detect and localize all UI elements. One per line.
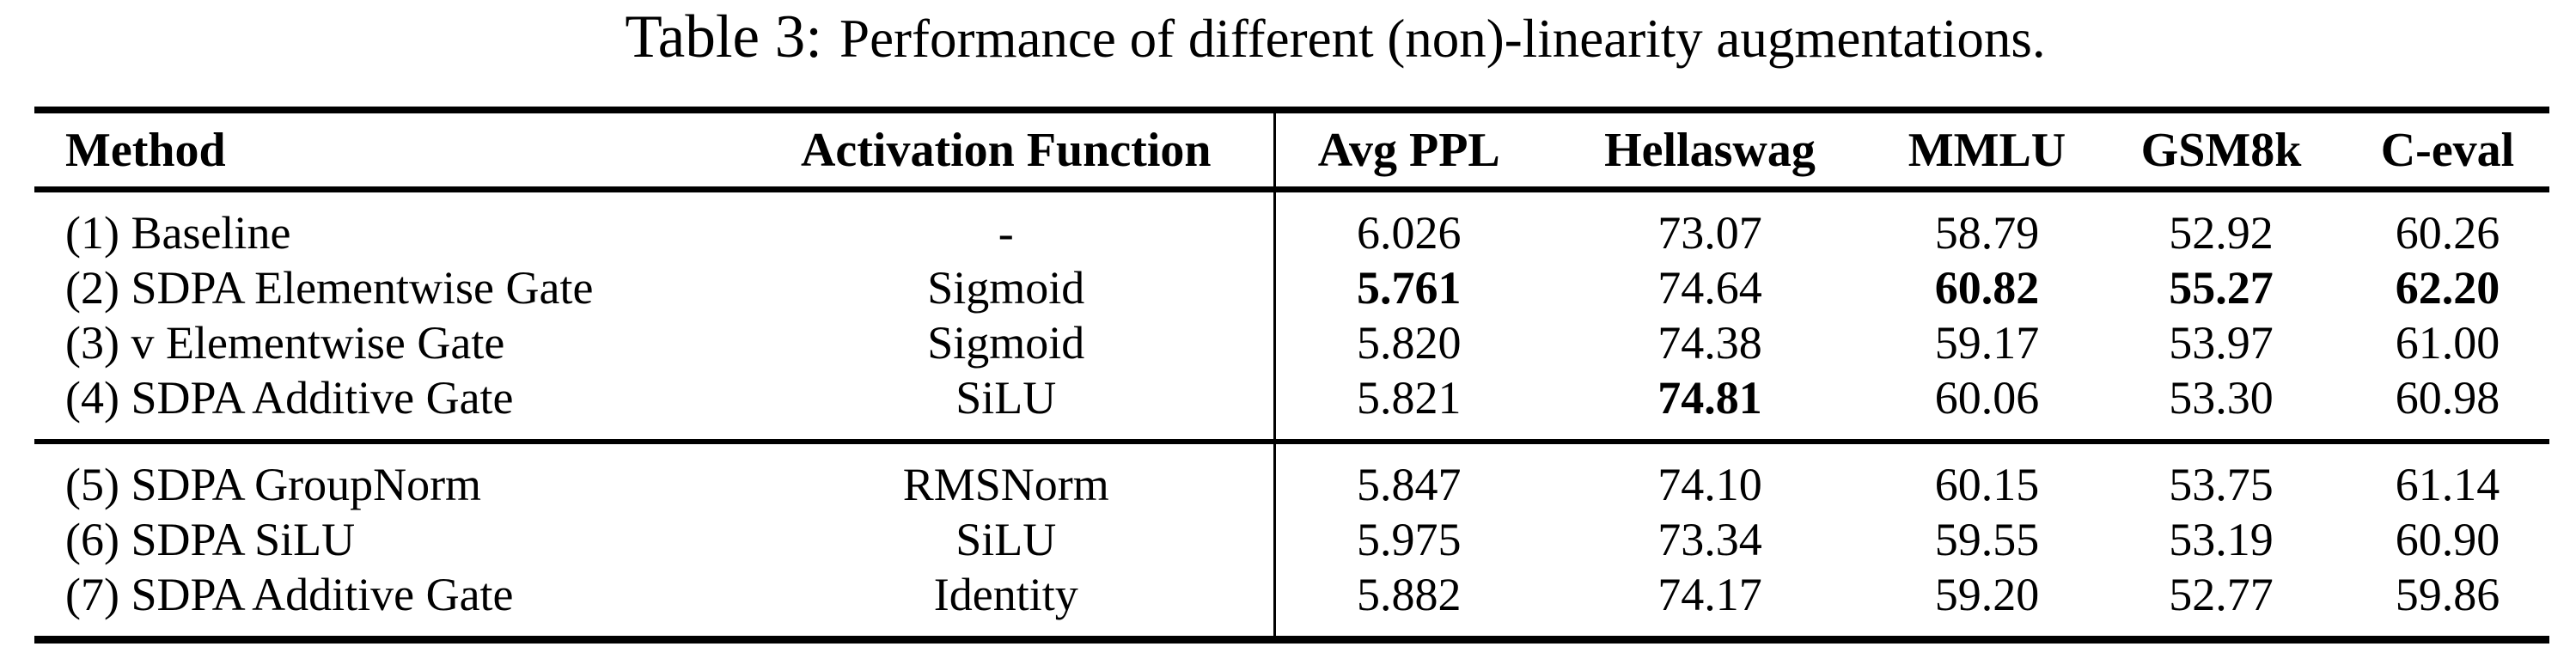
metric-cell: 74.64 (1657, 262, 1762, 314)
metric-cell: 5.820 (1273, 315, 1542, 370)
table-caption: Table 3: Performance of different (non)-l… (0, 0, 2576, 76)
method-cell: (3) v Elementwise Gate (65, 317, 505, 369)
metric-cell: 58.79 (1934, 207, 2040, 259)
table-body-bottom: (5) SDPA GroupNorm RMSNorm 5.847 74.10 60.15… (34, 442, 2549, 640)
metric-cell: 5.882 (1273, 567, 1542, 640)
activation-cell: Identity (933, 569, 1078, 620)
metric-cell: 60.90 (2395, 514, 2500, 565)
col-header-hellaswag: Hellaswag (1604, 123, 1816, 177)
metric-cell: 5.761 (1273, 260, 1542, 315)
metric-cell: 59.55 (1934, 514, 2040, 565)
metric-cell: 59.86 (2395, 569, 2500, 620)
metric-cell: 52.92 (2169, 207, 2274, 259)
metric-cell: 74.38 (1657, 317, 1762, 369)
col-header-avg-ppl: Avg PPL (1273, 110, 1542, 190)
metric-cell: 74.10 (1657, 459, 1762, 510)
table-row: (6) SDPA SiLU SiLU 5.975 73.34 59.55 53.19 60.… (34, 512, 2549, 567)
activation-cell: SiLU (955, 372, 1057, 424)
activation-cell: Sigmoid (927, 317, 1085, 369)
col-header-c-eval: C-eval (2380, 123, 2515, 177)
table-row: (2) SDPA Elementwise Gate Sigmoid 5.761 74.… (34, 260, 2549, 315)
header-row: Method Activation Function Avg PPL Hella… (34, 110, 2549, 190)
metric-cell: 61.14 (2395, 459, 2500, 510)
col-header-method: Method (65, 123, 226, 177)
col-header-mmlu: MMLU (1908, 123, 2066, 177)
metric-cell: 61.00 (2395, 317, 2500, 369)
table-caption-label: Table 3: (625, 3, 823, 70)
method-cell: (2) SDPA Elementwise Gate (65, 262, 594, 314)
method-cell: (4) SDPA Additive Gate (65, 372, 514, 424)
metric-cell: 53.75 (2169, 459, 2274, 510)
metric-cell: 60.26 (2395, 207, 2500, 259)
metric-cell: 5.847 (1273, 442, 1542, 512)
metric-cell: 60.98 (2395, 372, 2500, 424)
table-body-top: (1) Baseline -6.026 73.07 58.79 52.92 60.26 (2… (34, 189, 2549, 442)
metric-cell: 62.20 (2395, 262, 2500, 314)
col-header-gsm8k: GSM8k (2140, 123, 2302, 177)
method-cell: (5) SDPA GroupNorm (65, 459, 482, 510)
metric-cell: 60.82 (1934, 262, 2040, 314)
metric-cell: 53.19 (2169, 514, 2274, 565)
metric-cell: 55.27 (2169, 262, 2274, 314)
activation-cell: RMSNorm (902, 459, 1109, 510)
metric-cell: 74.81 (1657, 372, 1762, 424)
metric-cell: 6.026 (1273, 189, 1542, 260)
table-row: (4) SDPA Additive Gate SiLU 5.821 74.81 60.0… (34, 370, 2549, 442)
metric-cell: 53.97 (2169, 317, 2274, 369)
results-table: Method Activation Function Avg PPL Hella… (34, 107, 2549, 644)
method-cell: (1) Baseline (65, 207, 291, 259)
activation-cell: Sigmoid (927, 262, 1085, 314)
table-row: (3) v Elementwise Gate Sigmoid 5.820 74.38 5… (34, 315, 2549, 370)
metric-cell: 73.34 (1657, 514, 1762, 565)
table-caption-text: Performance of different (non)-linearity… (839, 9, 2046, 69)
metric-cell: 60.06 (1934, 372, 2040, 424)
metric-cell: 5.975 (1273, 512, 1542, 567)
col-header-activation-function: Activation Function (800, 123, 1212, 177)
table-row: (7) SDPA Additive Gate Identity 5.882 74.17… (34, 567, 2549, 640)
metric-cell: 74.17 (1657, 569, 1762, 620)
method-cell: (6) SDPA SiLU (65, 514, 356, 565)
method-cell: (7) SDPA Additive Gate (65, 569, 514, 620)
metric-cell: 59.17 (1934, 317, 2040, 369)
table-row: (1) Baseline - 6.026 73.07 58.79 52.92 60.26 (34, 189, 2549, 260)
activation-cell: - (998, 207, 1014, 259)
metric-cell: 60.15 (1934, 459, 2040, 510)
table-header: Method Activation Function Avg PPL Hella… (34, 110, 2549, 190)
metric-cell: 52.77 (2169, 569, 2274, 620)
metric-cell: 53.30 (2169, 372, 2274, 424)
metric-cell: 73.07 (1657, 207, 1762, 259)
metric-cell: 5.821 (1273, 370, 1542, 442)
table-row: (5) SDPA GroupNorm RMSNorm 5.847 74.10 60.15… (34, 442, 2549, 512)
metric-cell: 59.20 (1934, 569, 2040, 620)
activation-cell: SiLU (955, 514, 1057, 565)
